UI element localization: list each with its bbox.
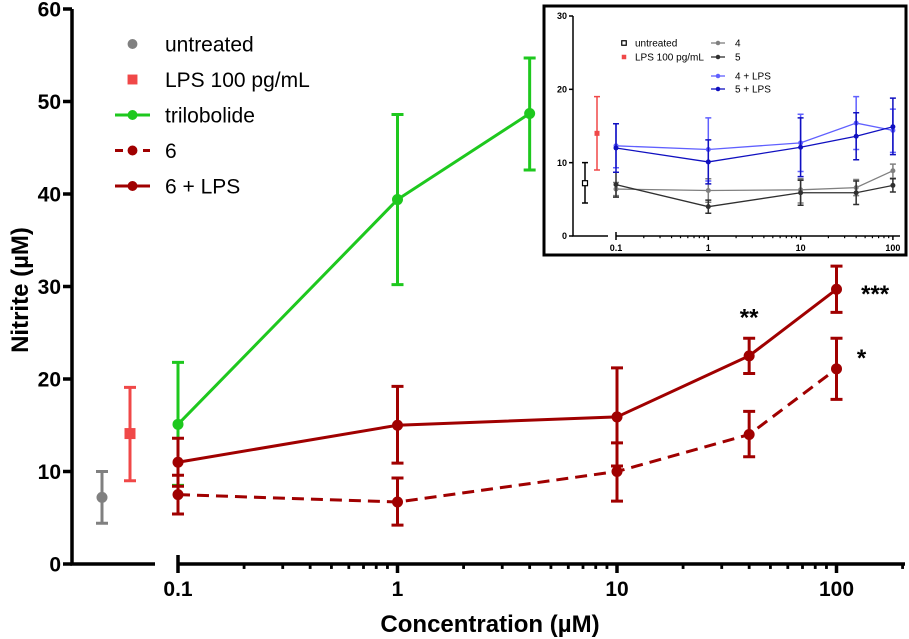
y-tick-label: 20 [557,85,567,95]
data-point [853,190,859,196]
x-tick-label: 100 [885,243,900,253]
legend-marker [127,181,138,191]
data-point [392,419,403,431]
legend-marker [127,74,138,85]
y-tick-label: 20 [38,369,61,392]
data-point [172,418,184,430]
y-tick-label: 50 [38,91,61,114]
data-point [613,145,619,151]
data-point [705,204,711,210]
legend-marker [127,39,138,49]
legend-label: 6 [165,140,177,163]
legend-marker [621,54,627,60]
data-point [853,133,859,139]
series-line [177,288,838,464]
significance-marker: ** [740,304,759,331]
legend-marker [621,40,627,46]
y-tick-label: 0 [49,554,61,577]
legend-label: 4 + LPS [735,72,771,83]
data-point [890,124,896,130]
data-point [831,283,842,295]
y-tick-label: 40 [38,184,61,207]
data-point [611,411,623,423]
legend-label: 6 + LPS [165,176,240,199]
data-point [890,168,896,174]
data-point [172,456,184,468]
x-axis-label: Concentration (µM) [380,611,599,638]
x-tick-label: 100 [819,578,854,601]
data-point [705,159,711,165]
x-tick-label: 1 [392,578,404,601]
series-line [176,112,531,426]
x-tick-label: 10 [796,243,806,253]
control-point [124,428,136,440]
inset-plot: 0 10 20 30 0.1 1 10 100 untreated LPS 100 pg/mL 4 5… [557,11,900,253]
control-point [594,130,600,136]
control-point [581,180,589,187]
data-point [611,466,623,477]
legend-label: 5 [735,53,741,64]
legend-label: untreated [635,39,677,50]
legend-marker [715,86,721,92]
legend-label: LPS 100 pg/mL [165,69,310,92]
control-point [96,491,108,503]
legend-marker [127,145,138,156]
legend-label: LPS 100 pg/mL [635,53,704,64]
data-point [890,182,896,188]
legend-label: 4 [735,39,741,50]
significance-marker: *** [861,281,890,308]
data-point [392,194,403,206]
data-point [705,188,711,194]
legend-marker [715,73,721,79]
data-point [831,363,842,375]
legend-label: trilobolide [165,105,255,128]
series-line [177,367,838,504]
inset-frame [542,4,908,257]
legend-marker [715,54,721,60]
x-tick-label: 1 [706,243,711,253]
data-point [392,496,403,508]
significance-marker: * [857,345,867,372]
data-point [613,182,619,188]
data-point [798,144,804,150]
y-axis-label: Nitrite (µM) [7,227,34,353]
y-tick-label: 10 [557,158,567,168]
y-tick-label: 30 [557,11,567,21]
legend-label: 5 + LPS [735,85,771,96]
y-tick-label: 0 [562,231,567,241]
x-tick-label: 0.1 [610,243,623,253]
y-tick-label: 10 [38,461,61,484]
legend-marker [715,40,721,46]
data-point [172,489,184,501]
x-tick-label: 10 [605,578,628,601]
y-axis-line [70,9,155,566]
legend-marker [127,110,138,120]
legend-label: untreated [165,34,254,57]
y-tick-label: 60 [38,0,61,22]
data-point [798,190,804,196]
x-tick-label: 0.1 [163,578,193,601]
y-tick-label: 30 [38,276,61,299]
data-point [524,108,536,120]
data-point [743,350,755,362]
data-point [743,429,755,440]
